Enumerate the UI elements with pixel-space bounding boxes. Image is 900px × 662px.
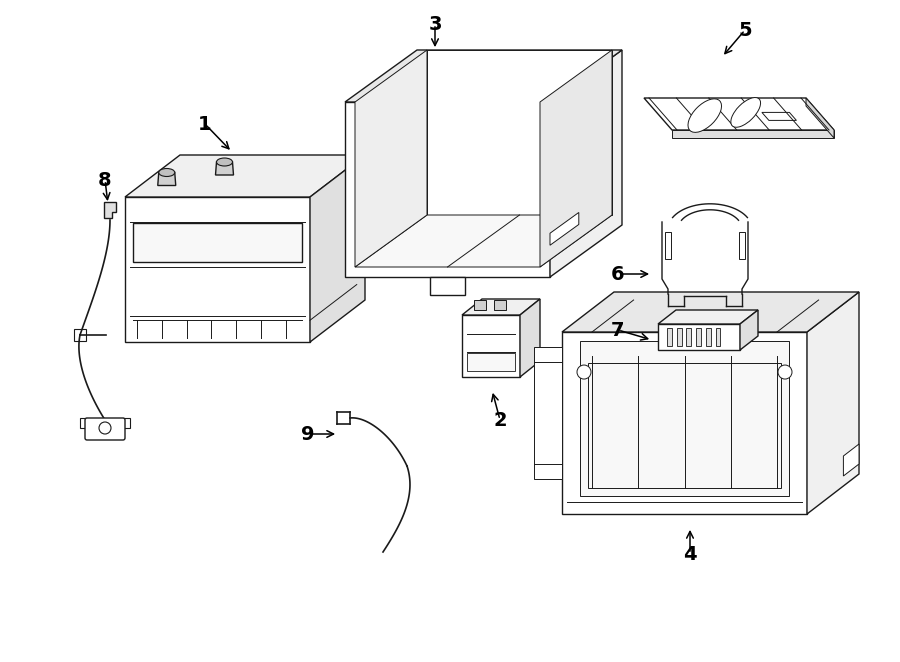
Text: 8: 8 (98, 171, 112, 189)
Polygon shape (534, 347, 562, 479)
Polygon shape (843, 444, 859, 476)
Polygon shape (345, 102, 550, 277)
Polygon shape (123, 418, 130, 428)
Polygon shape (562, 332, 807, 514)
Polygon shape (310, 155, 365, 342)
Text: 1: 1 (198, 115, 212, 134)
Polygon shape (158, 173, 176, 185)
Polygon shape (716, 328, 720, 346)
Polygon shape (550, 50, 622, 277)
Text: 7: 7 (611, 320, 625, 340)
Polygon shape (540, 50, 612, 267)
Polygon shape (355, 215, 612, 267)
Circle shape (99, 422, 111, 434)
Polygon shape (125, 155, 365, 197)
Polygon shape (658, 310, 758, 324)
Polygon shape (462, 315, 520, 377)
Polygon shape (345, 50, 622, 102)
Circle shape (778, 365, 792, 379)
Polygon shape (740, 310, 758, 350)
Polygon shape (807, 292, 859, 514)
Polygon shape (696, 328, 701, 346)
Polygon shape (687, 328, 691, 346)
Polygon shape (672, 130, 834, 138)
Polygon shape (474, 300, 486, 310)
Polygon shape (762, 113, 796, 120)
Polygon shape (104, 202, 116, 218)
Polygon shape (80, 418, 87, 428)
Polygon shape (215, 162, 233, 175)
Polygon shape (580, 341, 789, 496)
Polygon shape (74, 329, 86, 341)
Ellipse shape (688, 99, 722, 132)
Text: 2: 2 (493, 410, 507, 430)
Polygon shape (355, 50, 427, 267)
Polygon shape (739, 232, 745, 259)
Polygon shape (467, 354, 515, 371)
Polygon shape (665, 232, 671, 259)
Ellipse shape (217, 158, 232, 166)
Polygon shape (133, 223, 302, 262)
FancyBboxPatch shape (85, 418, 125, 440)
Polygon shape (494, 300, 506, 310)
Polygon shape (706, 328, 711, 346)
Circle shape (577, 365, 591, 379)
Polygon shape (677, 328, 681, 346)
Polygon shape (462, 299, 540, 315)
Polygon shape (667, 328, 671, 346)
Polygon shape (125, 197, 310, 342)
Polygon shape (658, 324, 740, 350)
Polygon shape (644, 98, 834, 130)
Ellipse shape (158, 169, 175, 177)
Polygon shape (430, 277, 465, 295)
Polygon shape (520, 299, 540, 377)
Text: 9: 9 (302, 424, 315, 444)
Text: 5: 5 (738, 21, 752, 40)
Polygon shape (562, 292, 859, 332)
Polygon shape (550, 213, 579, 245)
Text: 3: 3 (428, 15, 442, 34)
Polygon shape (427, 50, 612, 215)
Text: 6: 6 (611, 265, 625, 283)
Polygon shape (806, 98, 834, 138)
Ellipse shape (731, 97, 760, 127)
Text: 4: 4 (683, 545, 697, 563)
